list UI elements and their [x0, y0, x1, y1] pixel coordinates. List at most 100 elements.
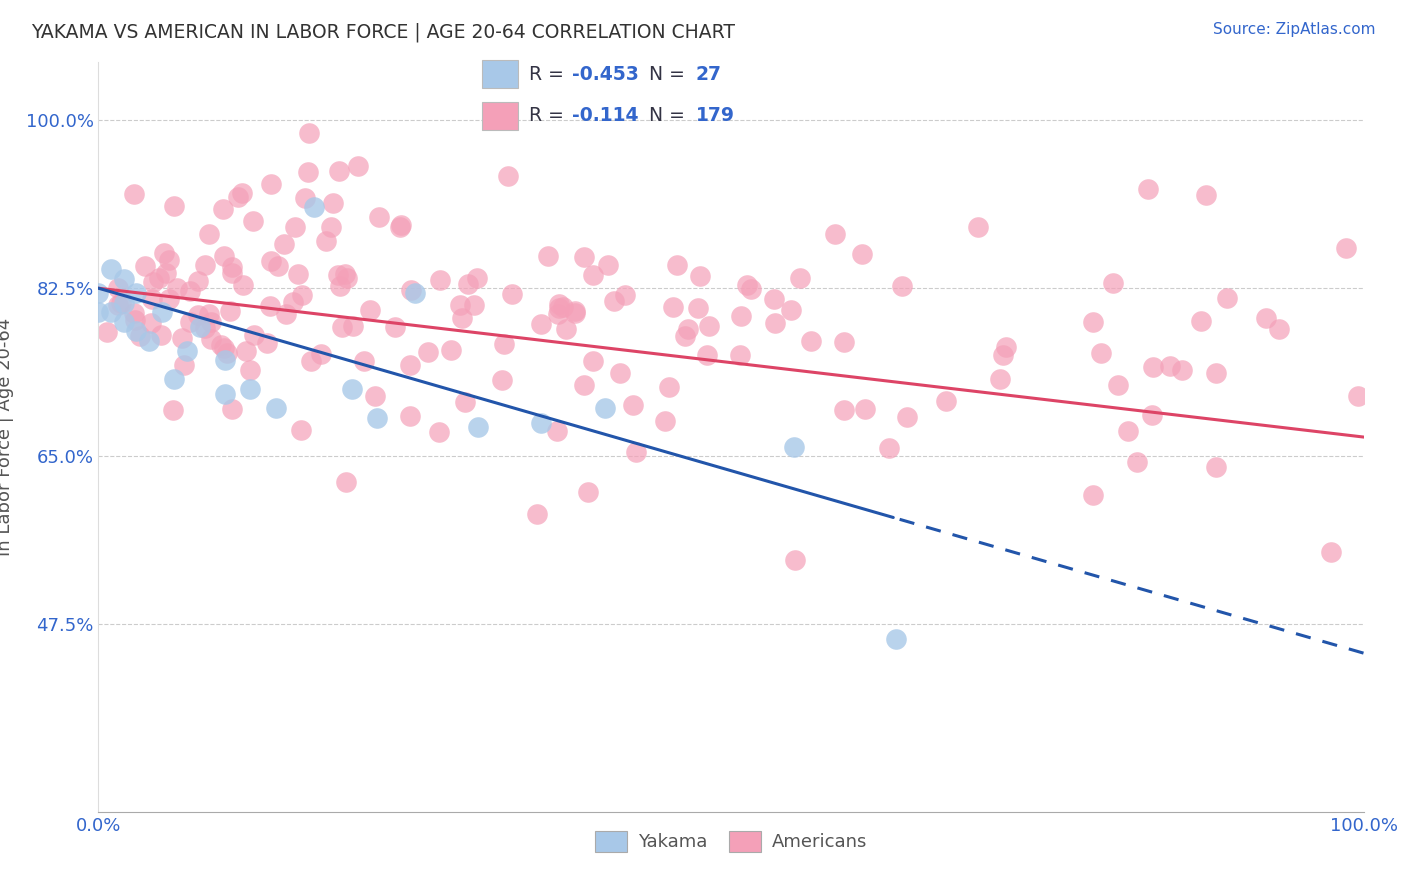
Point — [398, 358, 420, 372]
Point — [451, 310, 474, 325]
Point — [1216, 291, 1239, 305]
Point — [110, 295, 132, 310]
Point — [429, 273, 451, 287]
Point — [730, 309, 752, 323]
Point — [294, 191, 316, 205]
Point — [112, 295, 135, 310]
Text: -0.114: -0.114 — [572, 106, 638, 125]
Point — [800, 334, 823, 348]
Point — [142, 275, 165, 289]
Point — [688, 301, 710, 315]
Point — [162, 402, 184, 417]
Point — [1189, 313, 1212, 327]
Point — [494, 337, 516, 351]
FancyBboxPatch shape — [482, 102, 517, 129]
Text: N =: N = — [650, 65, 692, 84]
Point — [368, 211, 391, 225]
Point — [593, 401, 616, 416]
Point — [366, 410, 388, 425]
Point — [884, 632, 907, 646]
Point — [463, 298, 485, 312]
Point — [242, 213, 264, 227]
Text: 27: 27 — [696, 65, 721, 84]
Point — [572, 251, 595, 265]
Point — [779, 303, 801, 318]
Point — [548, 296, 571, 310]
Point — [107, 281, 129, 295]
Point — [319, 219, 342, 234]
Point — [215, 346, 238, 360]
Point — [302, 200, 325, 214]
Point — [353, 353, 375, 368]
Point — [260, 254, 283, 268]
Point — [87, 305, 110, 319]
Point — [214, 387, 236, 401]
Point — [148, 271, 170, 285]
Point — [291, 288, 314, 302]
Point — [526, 507, 548, 521]
Text: Source: ZipAtlas.com: Source: ZipAtlas.com — [1212, 22, 1375, 37]
Point — [150, 305, 173, 319]
Point — [457, 277, 479, 292]
Point — [1142, 359, 1164, 374]
Point — [673, 329, 696, 343]
Point — [547, 307, 569, 321]
Point — [209, 338, 232, 352]
Point — [384, 319, 406, 334]
Point — [315, 234, 337, 248]
Point — [582, 354, 605, 368]
Point — [728, 348, 751, 362]
Point — [297, 126, 319, 140]
Point — [212, 341, 235, 355]
Point — [211, 202, 233, 216]
Point — [555, 322, 578, 336]
Point — [995, 340, 1018, 354]
Point — [530, 416, 553, 430]
Point — [740, 282, 762, 296]
Point — [1256, 311, 1278, 326]
Point — [654, 414, 676, 428]
Point — [832, 335, 855, 350]
Point — [194, 321, 217, 335]
Point — [328, 163, 350, 178]
Point — [284, 220, 307, 235]
Point — [100, 262, 122, 277]
Point — [235, 343, 257, 358]
Point — [1081, 315, 1104, 329]
Point — [1170, 363, 1192, 377]
Point — [128, 329, 150, 343]
Point — [267, 259, 290, 273]
Point — [335, 475, 357, 490]
Point — [299, 353, 322, 368]
Point — [124, 313, 146, 327]
Point — [287, 267, 309, 281]
Point — [935, 393, 957, 408]
Point — [359, 303, 381, 318]
Point — [125, 325, 148, 339]
Point — [548, 301, 571, 315]
Point — [389, 219, 412, 233]
Point — [454, 395, 477, 409]
Point — [537, 249, 560, 263]
Point — [678, 322, 700, 336]
Point — [157, 292, 180, 306]
Point — [564, 304, 586, 318]
Point — [967, 220, 990, 235]
Point — [665, 258, 688, 272]
Point — [197, 307, 219, 321]
Point — [340, 382, 363, 396]
Point — [762, 292, 785, 306]
Point — [609, 366, 631, 380]
Point — [404, 285, 426, 300]
Point — [290, 423, 312, 437]
Point — [347, 159, 370, 173]
Point — [564, 306, 586, 320]
Point — [364, 389, 387, 403]
Point — [342, 318, 364, 333]
Point — [1205, 459, 1227, 474]
Point — [309, 347, 332, 361]
Point — [197, 227, 219, 241]
Point — [1136, 182, 1159, 196]
Point — [467, 420, 489, 434]
Point — [1140, 409, 1163, 423]
